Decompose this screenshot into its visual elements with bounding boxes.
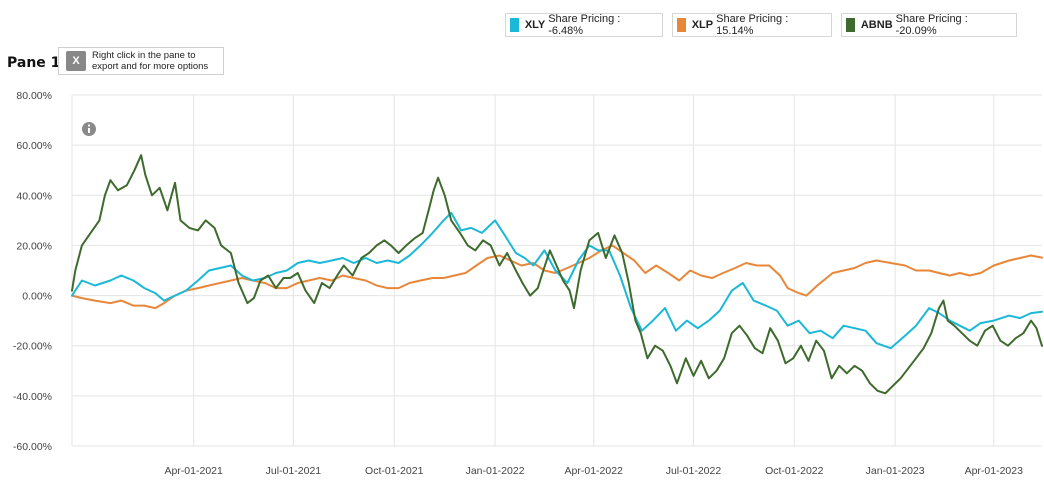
y-tick-label: 20.00% [16,240,52,252]
x-tick-label: Jan-01-2022 [466,465,525,477]
pane-title: Pane 1 [7,55,61,71]
chart-grid [71,94,1042,447]
export-hint-text: Right click in the pane to export and fo… [92,50,209,72]
x-tick-label: Oct-01-2021 [365,465,424,477]
legend-item-xly[interactable]: XLY Share Pricing : -6.48% [505,13,663,37]
export-hint-box[interactable]: X Right click in the pane to export and … [58,47,224,75]
legend-text-xly: Share Pricing : -6.48% [548,13,621,37]
x-tick-label: Apr-01-2021 [164,465,223,477]
legend-swatch-xly [510,18,519,32]
x-tick-label: Oct-01-2022 [765,465,824,477]
x-tick-label: Jul-01-2022 [666,465,722,477]
y-tick-label: -60.00% [13,441,52,453]
y-tick-label: 40.00% [16,190,52,202]
x-tick-label: Jul-01-2021 [266,465,322,477]
x-tick-label: Apr-01-2022 [565,465,624,477]
legend-item-abnb[interactable]: ABNB Share Pricing : -20.09% [841,13,1017,37]
y-axis-ticks: 80.00% 60.00% 40.00% 20.00% 0.00% -20.00% -40.… [13,90,52,453]
excel-icon[interactable]: X [66,51,86,71]
legend-text-abnb: Share Pricing : -20.09% [895,13,968,37]
legend-symbol-xly: XLY [524,19,546,31]
y-tick-label: 80.00% [16,90,52,102]
x-tick-label: Jan-01-2023 [866,465,925,477]
series-line-xlp[interactable] [71,244,1043,310]
x-tick-label: Apr-01-2023 [965,465,1024,477]
legend-symbol-xlp: XLP [691,19,714,31]
legend-swatch-xlp [677,18,686,32]
info-icon[interactable] [82,122,96,136]
y-tick-label: 60.00% [16,140,52,152]
y-tick-label: -40.00% [13,391,52,403]
series-lines [71,154,1043,395]
y-tick-label: 0.00% [22,291,52,303]
series-line-abnb[interactable] [71,154,1043,395]
legend-symbol-abnb: ABNB [860,19,893,31]
y-tick-label: -20.00% [13,341,52,353]
legend-swatch-abnb [846,18,855,32]
legend-item-xlp[interactable]: XLP Share Pricing : 15.14% [672,13,832,37]
x-axis-ticks: Apr-01-2021 Jul-01-2021 Oct-01-2021 Jan-01-… [164,465,1023,477]
legend-text-xlp: Share Pricing : 15.14% [716,13,789,37]
